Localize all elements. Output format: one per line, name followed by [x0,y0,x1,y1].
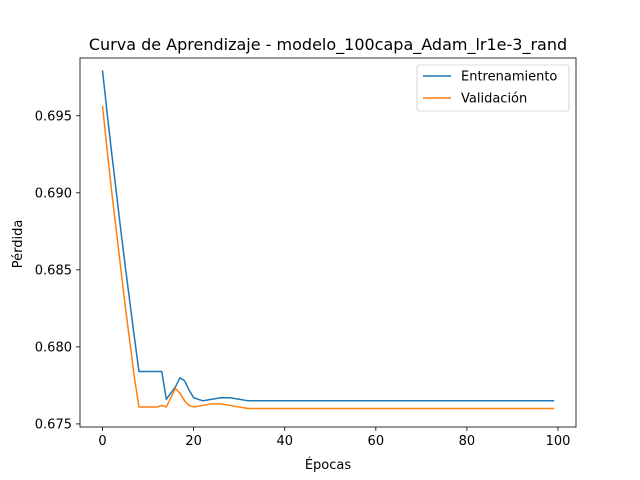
legend-label-1: Validación [461,92,527,107]
x-tick-label: 60 [368,434,385,449]
series-line-0 [101,70,555,402]
legend: Entrenamiento Validación [416,64,570,112]
y-tick-label: 0.695 [35,109,72,124]
chart-title: Curva de Aprendizaje - modelo_100capa_Ad… [89,35,567,55]
axes-frame [79,57,577,428]
x-tick-label: 80 [459,434,476,449]
legend-label-0: Entrenamiento [461,70,557,85]
x-tick-label: 0 [98,434,106,449]
y-tick-label: 0.690 [35,186,72,201]
plot-area: 0 20 40 60 80 100 0.675 0.680 0.685 0.690 0.695 [35,57,577,449]
y-tick-label: 0.685 [35,263,72,278]
y-axis-label: Pérdida [11,220,26,269]
y-tick-label: 0.675 [35,417,72,432]
legend-box [416,64,570,112]
x-tick-label: 40 [276,434,293,449]
series-line-1 [101,105,555,410]
x-tick-label: 100 [546,434,571,449]
x-axis-label: Épocas [305,457,352,473]
x-tick-label: 20 [185,434,202,449]
y-tick-label: 0.680 [35,340,72,355]
